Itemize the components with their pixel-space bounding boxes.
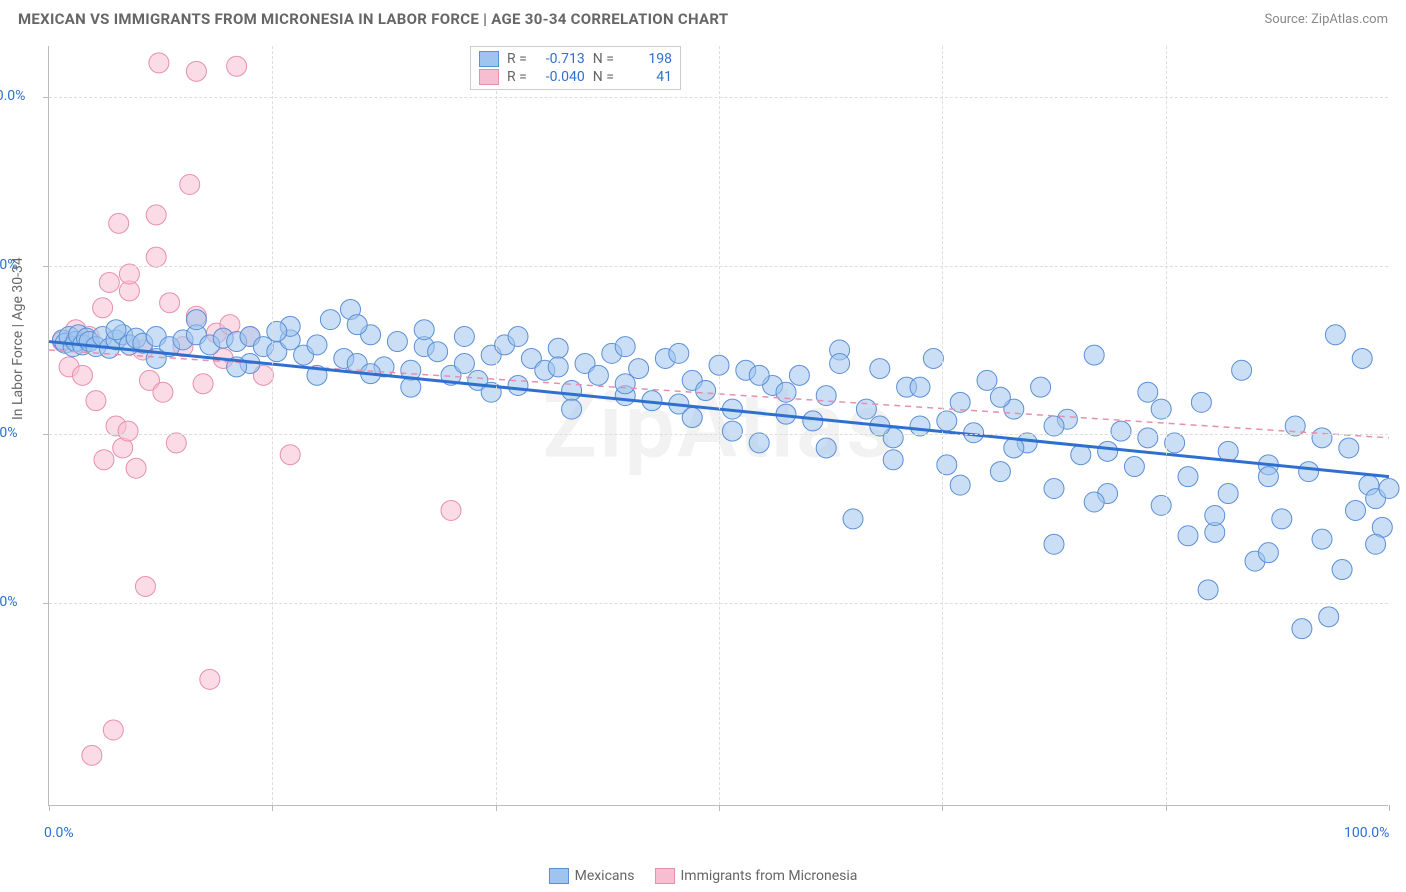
bottom-legend: Mexicans Immigrants from Micronesia <box>0 868 1406 884</box>
swatch-series1 <box>479 51 499 67</box>
r-label: R = <box>507 69 527 85</box>
y-axis-label: In Labor Force | Age 30-34 <box>10 257 26 420</box>
y-tick-label: 70.0% <box>0 594 1379 610</box>
legend-item-series1: Mexicans <box>549 868 635 884</box>
legend-item-series2: Immigrants from Micronesia <box>655 868 858 884</box>
correlation-stats-box: R = -0.713 N = 198 R = -0.040 N = 41 <box>470 46 681 90</box>
n-label: N = <box>593 51 614 67</box>
r-value-series1: -0.713 <box>535 51 585 67</box>
n-label: N = <box>593 69 614 85</box>
y-tick-label: 90.0% <box>0 257 1379 273</box>
x-tick-label: 0.0% <box>44 825 74 841</box>
stats-row-series1: R = -0.713 N = 198 <box>479 51 672 67</box>
source-attribution: Source: ZipAtlas.com <box>1264 12 1388 27</box>
r-label: R = <box>507 51 527 67</box>
stats-row-series2: R = -0.040 N = 41 <box>479 69 672 85</box>
legend-swatch-series2 <box>655 868 675 884</box>
source-name: ZipAtlas.com <box>1311 12 1388 27</box>
legend-label-series2: Immigrants from Micronesia <box>681 868 858 884</box>
y-tick-label: 80.0% <box>0 425 1379 441</box>
chart-title: MEXICAN VS IMMIGRANTS FROM MICRONESIA IN… <box>18 10 728 28</box>
y-tick-label: 100.0% <box>0 88 1379 104</box>
legend-swatch-series1 <box>549 868 569 884</box>
legend-label-series1: Mexicans <box>575 868 635 884</box>
r-value-series2: -0.040 <box>535 69 585 85</box>
chart-header: MEXICAN VS IMMIGRANTS FROM MICRONESIA IN… <box>0 0 1406 34</box>
source-prefix: Source: <box>1264 12 1311 27</box>
swatch-series2 <box>479 69 499 85</box>
x-tick-label: 100.0% <box>1344 825 1389 841</box>
n-value-series1: 198 <box>622 51 672 67</box>
plot-area: ZipAtlas 70.0%80.0%90.0%100.0%0.0%100.0% <box>48 46 1388 806</box>
n-value-series2: 41 <box>622 69 672 85</box>
